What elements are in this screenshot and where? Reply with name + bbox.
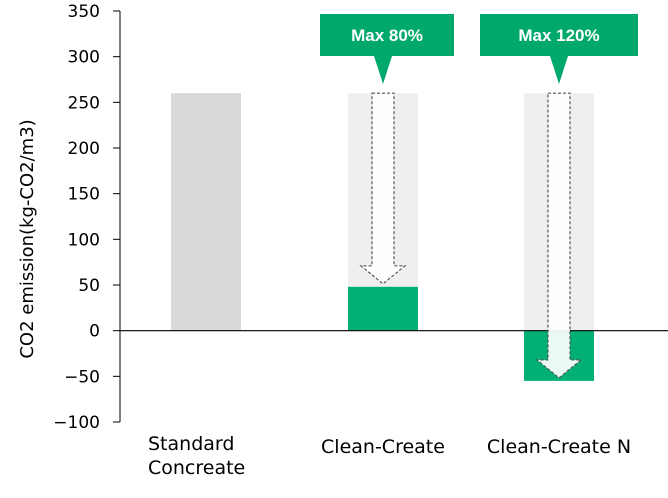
y-tick-label: −100 <box>53 413 100 433</box>
y-axis-label: CO2 emission(kg-CO2/m3) <box>17 119 38 358</box>
category-label: Clean-Create N <box>487 436 631 458</box>
reduction-arrow <box>535 92 583 379</box>
y-tick-label: 200 <box>68 139 100 159</box>
callout-box <box>320 14 454 56</box>
reduction-arrows <box>359 92 583 379</box>
callout-pointer <box>374 56 392 84</box>
y-tick-label: 100 <box>68 230 100 250</box>
category-label-line: Standard <box>148 433 234 455</box>
bar-standard-concreate <box>171 93 241 331</box>
bar-clean-create <box>348 286 418 331</box>
y-tick-label: 0 <box>89 322 100 342</box>
y-tick-label: −50 <box>64 367 100 387</box>
y-tick-label: 250 <box>68 93 100 113</box>
callout-label: Max 80% <box>351 26 423 45</box>
category-label: Clean-Create <box>321 436 445 458</box>
reduction-arrow <box>359 92 407 285</box>
reduction-callout: Max 80% <box>320 14 454 84</box>
y-axis-ticks: 350 300 250 200 150 100 50 0 −50 −100 <box>53 2 120 433</box>
y-tick-label: 350 <box>68 2 100 22</box>
y-tick-label: 50 <box>78 276 100 296</box>
callout-pointer <box>550 56 568 84</box>
axes <box>119 11 668 422</box>
callout-label: Max 120% <box>518 26 599 45</box>
reduction-callout: Max 120% <box>480 14 638 84</box>
callout-box <box>480 14 638 56</box>
category-label-line: Clean-Create <box>321 436 445 458</box>
category-labels: Standard Concreate Clean-Create Clean-Creat… <box>148 433 631 479</box>
y-tick-label: 150 <box>68 185 100 205</box>
bars <box>171 93 594 381</box>
category-label-line: Clean-Create N <box>487 436 631 458</box>
reduction-callouts: Max 80% Max 120% <box>320 14 638 84</box>
category-label-line: Concreate <box>148 457 245 479</box>
category-label: Standard Concreate <box>148 433 245 479</box>
y-tick-label: 300 <box>68 48 100 68</box>
